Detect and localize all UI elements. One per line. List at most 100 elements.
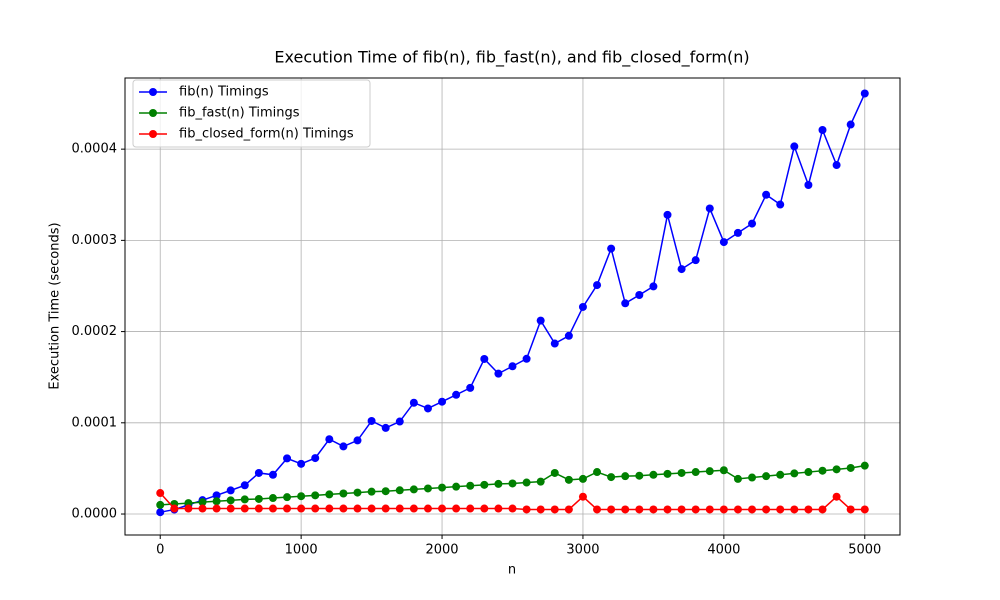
point bbox=[297, 492, 306, 501]
point bbox=[339, 504, 348, 513]
point bbox=[790, 505, 799, 514]
point bbox=[818, 505, 827, 514]
point bbox=[353, 504, 362, 513]
x-tick-label: 4000 bbox=[707, 543, 740, 558]
legend-label: fib(n) Timings bbox=[179, 85, 269, 100]
point bbox=[536, 316, 545, 325]
point bbox=[466, 383, 475, 392]
point bbox=[438, 504, 447, 513]
point bbox=[522, 354, 531, 363]
point bbox=[283, 454, 292, 463]
x-axis-label: n bbox=[508, 563, 516, 578]
point bbox=[719, 466, 728, 475]
point bbox=[325, 504, 334, 513]
point bbox=[593, 505, 602, 514]
point bbox=[353, 488, 362, 497]
point bbox=[790, 469, 799, 478]
point bbox=[226, 504, 235, 513]
point bbox=[649, 282, 658, 291]
point bbox=[832, 161, 841, 170]
point bbox=[691, 256, 700, 265]
point bbox=[536, 477, 545, 486]
point bbox=[762, 190, 771, 199]
x-tick-label: 0 bbox=[156, 543, 164, 558]
point bbox=[748, 219, 757, 228]
point bbox=[705, 505, 714, 514]
point bbox=[381, 504, 390, 513]
point bbox=[776, 200, 785, 209]
point bbox=[550, 505, 559, 514]
point bbox=[466, 481, 475, 490]
point bbox=[621, 472, 630, 481]
point bbox=[804, 505, 813, 514]
point bbox=[325, 490, 334, 499]
point bbox=[762, 472, 771, 481]
point bbox=[268, 470, 277, 479]
point bbox=[677, 505, 686, 514]
point bbox=[621, 299, 630, 308]
point bbox=[846, 120, 855, 129]
point bbox=[733, 474, 742, 483]
point bbox=[846, 505, 855, 514]
point bbox=[367, 416, 376, 425]
point bbox=[536, 505, 545, 514]
point bbox=[395, 417, 404, 426]
legend-marker bbox=[149, 88, 157, 96]
point bbox=[339, 442, 348, 451]
point bbox=[452, 390, 461, 399]
point bbox=[832, 492, 841, 501]
point bbox=[649, 470, 658, 479]
point bbox=[466, 504, 475, 513]
point bbox=[564, 331, 573, 340]
point bbox=[621, 505, 630, 514]
legend-label: fib_fast(n) Timings bbox=[179, 106, 300, 121]
point bbox=[818, 466, 827, 475]
point bbox=[846, 463, 855, 472]
point bbox=[818, 125, 827, 134]
point bbox=[480, 504, 489, 513]
y-tick-label: 0.0004 bbox=[72, 142, 118, 157]
point bbox=[438, 397, 447, 406]
legend-marker bbox=[149, 109, 157, 117]
point bbox=[578, 492, 587, 501]
legend-box bbox=[132, 79, 371, 148]
y-axis-label: Execution Time (seconds) bbox=[48, 222, 63, 389]
point bbox=[564, 475, 573, 484]
point bbox=[705, 467, 714, 476]
point bbox=[254, 494, 263, 503]
point bbox=[832, 465, 841, 474]
point bbox=[409, 485, 418, 494]
point bbox=[297, 504, 306, 513]
point bbox=[522, 478, 531, 487]
point bbox=[607, 244, 616, 253]
point bbox=[663, 469, 672, 478]
y-tick-label: 0.0001 bbox=[72, 415, 118, 430]
point bbox=[156, 489, 165, 498]
point bbox=[607, 505, 616, 514]
point bbox=[325, 435, 334, 444]
x-tick-label: 3000 bbox=[566, 543, 599, 558]
point bbox=[283, 493, 292, 502]
point bbox=[240, 495, 249, 504]
point bbox=[508, 479, 517, 488]
y-tick-label: 0.0003 bbox=[72, 233, 118, 248]
point bbox=[254, 468, 263, 477]
point bbox=[452, 482, 461, 491]
point bbox=[156, 500, 165, 509]
point bbox=[663, 210, 672, 219]
point bbox=[635, 291, 644, 300]
point bbox=[240, 504, 249, 513]
point bbox=[311, 454, 320, 463]
point bbox=[776, 470, 785, 479]
point bbox=[198, 504, 207, 513]
point bbox=[860, 89, 869, 98]
point bbox=[423, 504, 432, 513]
point bbox=[804, 468, 813, 477]
point bbox=[733, 228, 742, 237]
legend-marker bbox=[149, 130, 157, 138]
point bbox=[254, 504, 263, 513]
point bbox=[578, 474, 587, 483]
point bbox=[212, 497, 221, 506]
point bbox=[564, 505, 573, 514]
